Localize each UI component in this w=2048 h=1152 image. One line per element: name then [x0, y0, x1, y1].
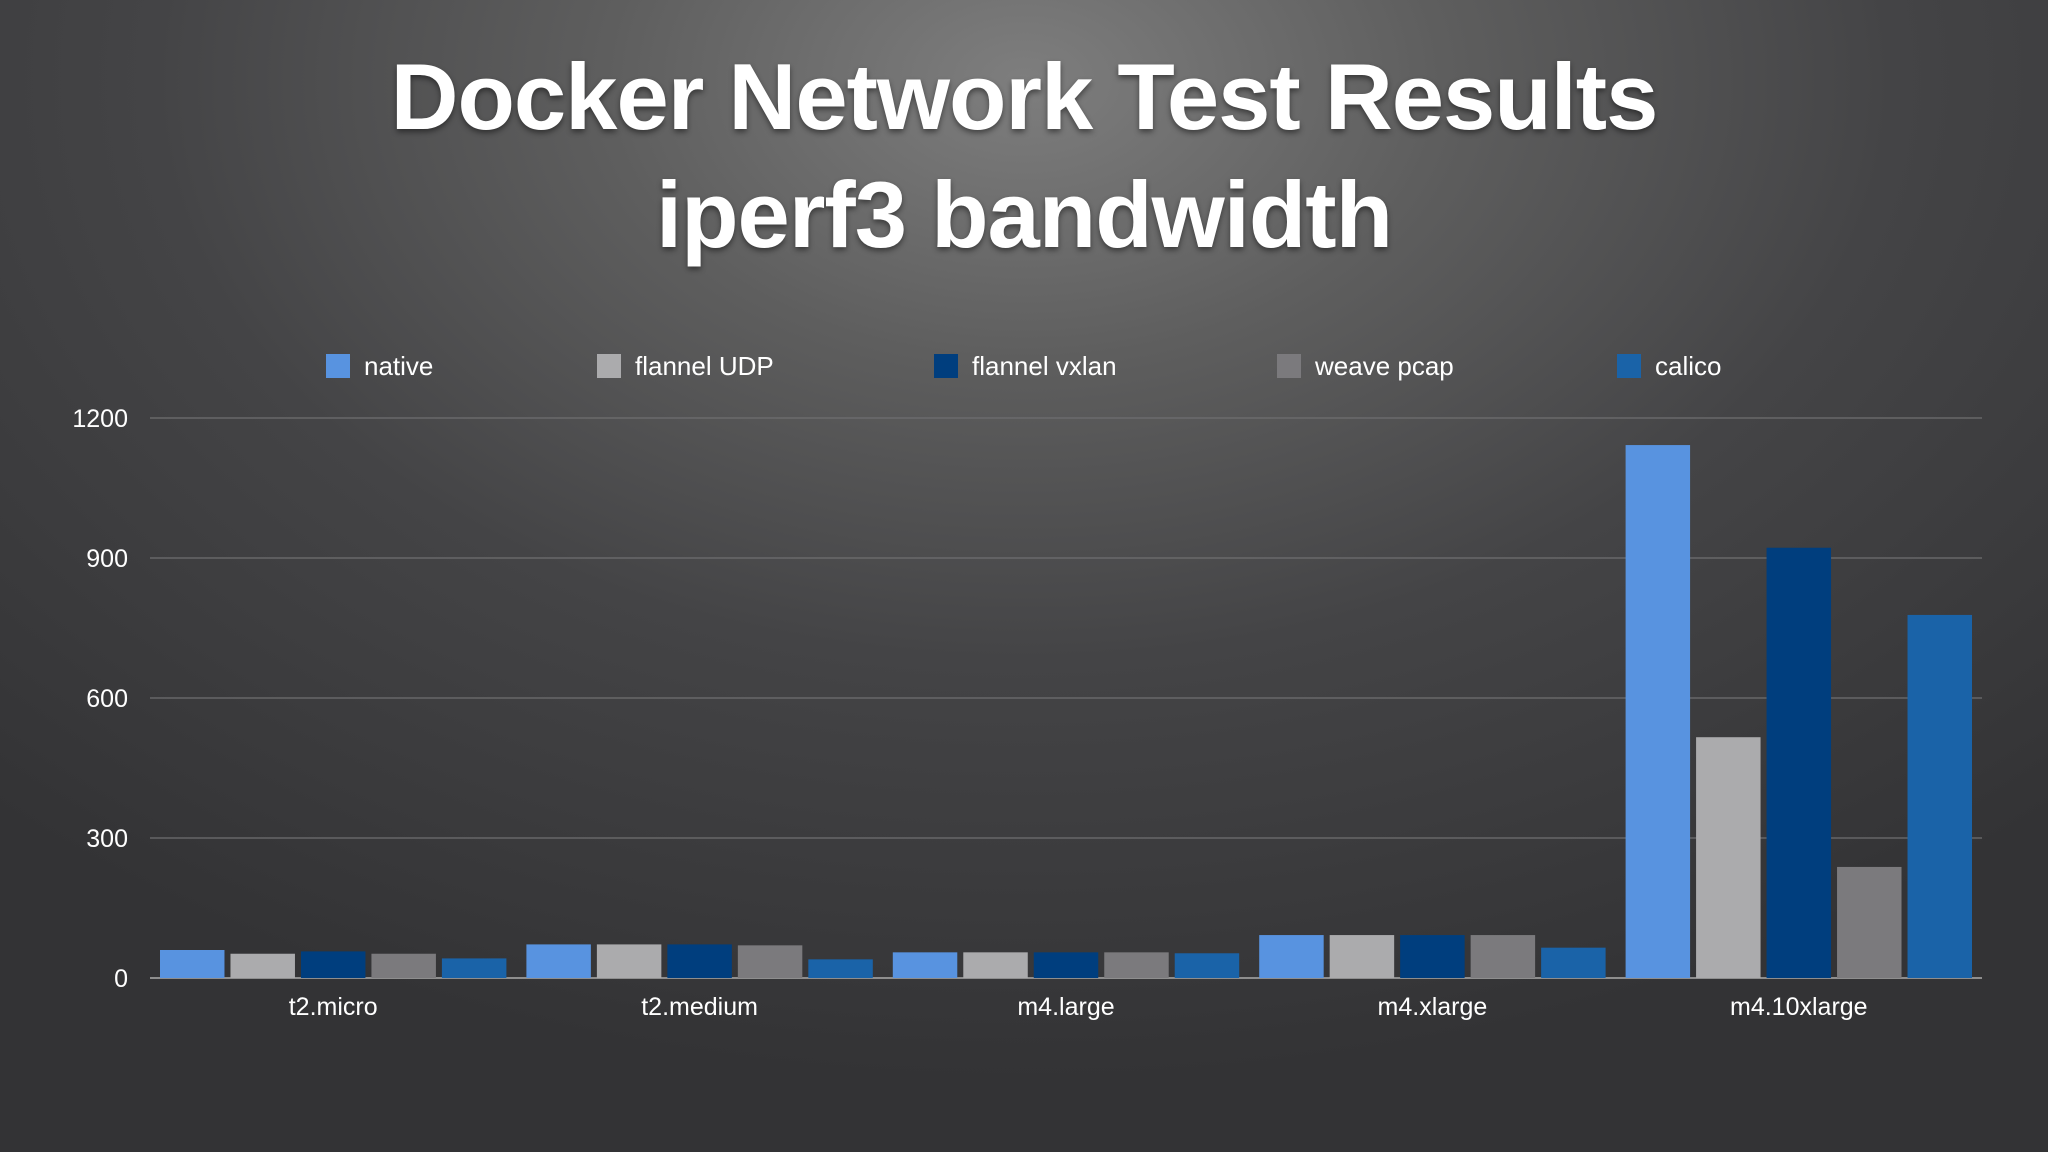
bar-flannel-udp [1696, 737, 1761, 978]
bar-weave-pcap [1104, 952, 1169, 978]
bar-native [160, 950, 225, 978]
bar-weave-pcap [1470, 935, 1536, 978]
legend-swatch-native [326, 354, 350, 378]
legend-swatch-weave-pcap [1277, 354, 1301, 378]
bar-native [892, 952, 958, 978]
x-tick-label: m4.10xlarge [1730, 993, 1868, 1021]
legend-swatch-calico [1617, 354, 1641, 378]
bar-flannel-vxlan [1400, 935, 1465, 978]
legend-item-flannel-udp: flannel UDP [597, 348, 774, 384]
bar-calico [1541, 947, 1606, 978]
y-tick-label: 900 [86, 545, 128, 573]
legend-label-native: native [364, 350, 434, 381]
bar-calico [1174, 953, 1240, 978]
x-tick-label: t2.micro [289, 993, 378, 1021]
bar-flannel-vxlan [667, 944, 732, 978]
legend-item-weave-pcap: weave pcap [1277, 348, 1454, 384]
bar-flannel-udp [963, 952, 1028, 978]
chart-title: Docker Network Test Results [390, 44, 1659, 149]
legend-label-flannel-udp: flannel UDP [635, 350, 774, 381]
x-tick-label: t2.medium [641, 993, 758, 1021]
bar-weave-pcap [737, 945, 803, 978]
legend-swatch-flannel-vxlan [934, 354, 958, 378]
bar-calico [808, 959, 873, 978]
bar-calico [1907, 614, 1972, 978]
legend-label-flannel-vxlan: flannel vxlan [972, 350, 1117, 381]
y-tick-label: 0 [114, 965, 128, 993]
bar-flannel-vxlan [300, 951, 366, 978]
legend-label-calico: calico [1655, 350, 1722, 381]
chart-subtitle: iperf3 bandwidth [656, 162, 1393, 267]
bar-native [526, 944, 591, 978]
legend-item-calico: calico [1617, 348, 1721, 384]
bar-weave-pcap [1837, 866, 1902, 978]
legend-swatch-flannel-udp [597, 354, 621, 378]
bar-weave-pcap [371, 953, 436, 978]
bar-flannel-udp [596, 944, 662, 978]
x-tick-label: m4.large [1017, 993, 1114, 1021]
bar-flannel-vxlan [1033, 952, 1099, 978]
bar-calico [441, 958, 507, 978]
x-tick-label: m4.xlarge [1378, 993, 1488, 1021]
bar-flannel-udp [230, 953, 295, 978]
y-tick-label: 1200 [72, 405, 128, 433]
legend-item-flannel-vxlan: flannel vxlan [934, 348, 1117, 384]
bar-flannel-vxlan [1766, 547, 1832, 978]
bar-native [1625, 445, 1691, 979]
legend-item-native: native [326, 348, 433, 384]
legend-label-weave-pcap: weave pcap [1315, 350, 1454, 381]
y-tick-label: 300 [86, 825, 128, 853]
chart-legend: native flannel UDP flannel vxlan weave p… [0, 348, 2048, 384]
bar-flannel-udp [1329, 935, 1395, 978]
y-tick-label: 600 [86, 685, 128, 713]
bar-native [1259, 935, 1324, 978]
